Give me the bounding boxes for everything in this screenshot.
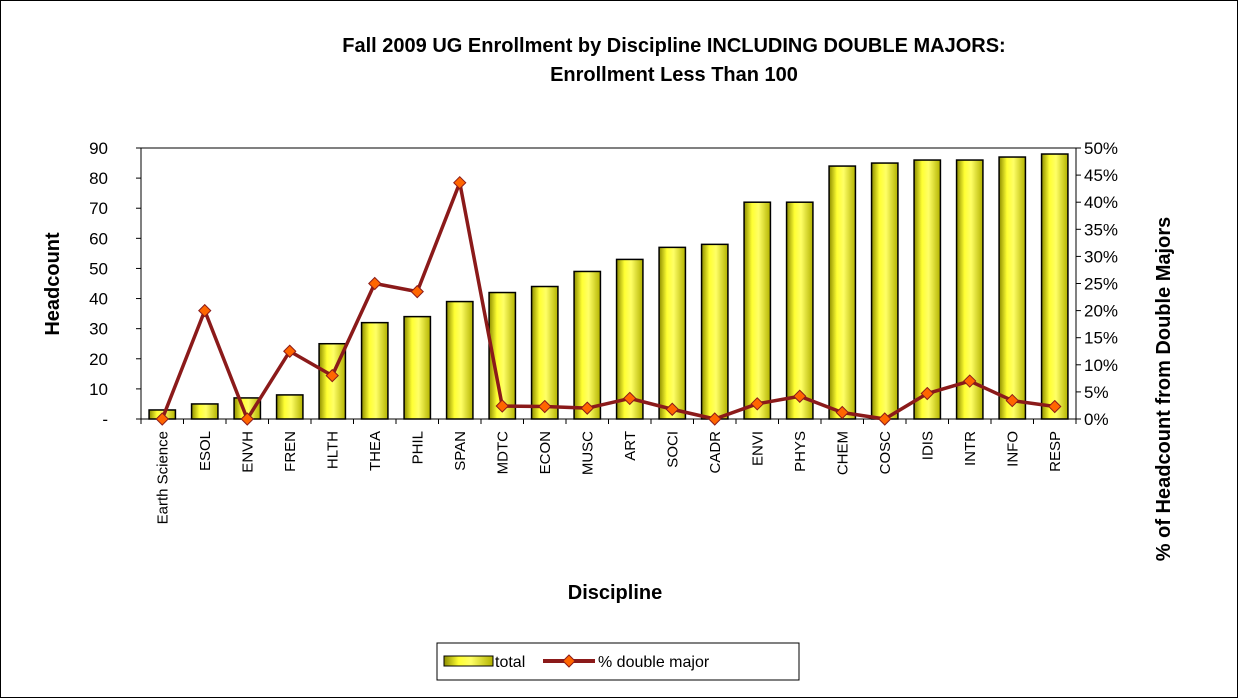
bar-total [275, 394, 304, 420]
y-axis-tick-label: 20 [89, 350, 108, 369]
x-axis-category-label: PHIL [409, 431, 426, 464]
legend-box [436, 642, 800, 681]
x-axis-category-label: COSC [877, 431, 894, 475]
y2-axis-tick-label: 25% [1084, 275, 1118, 294]
plot-area: - 10 20 30 40 50 60 70 80 90 0% 5% 10% 15% 20% 25% 30% 35… [89, 139, 1118, 524]
x-axis-title: Discipline [568, 582, 662, 604]
x-axis-category-label: CHEM [834, 431, 851, 475]
point-double-major [495, 399, 509, 413]
y-axis-tick-label: 30 [89, 320, 108, 339]
point-double-major [283, 344, 297, 358]
y2-axis-tick-label: 0% [1084, 410, 1109, 429]
point-double-major [708, 412, 722, 426]
point-double-major [580, 401, 594, 415]
point-double-major [410, 284, 424, 299]
point-double-major [963, 374, 977, 388]
chart-title-line1: Fall 2009 UG Enrollment by Discipline IN… [342, 35, 1005, 57]
bar-total [870, 162, 899, 420]
bar-total [530, 285, 559, 420]
legend: total % double major [436, 642, 800, 681]
y-axis-tick-label: 70 [89, 199, 108, 218]
x-axis-category-label: INFO [1004, 431, 1021, 467]
y2-axis-tick-label: 10% [1084, 356, 1118, 375]
x-axis-category-label: PHYS [792, 431, 809, 472]
bar-total [360, 321, 389, 420]
x-axis-category-label: ECON [537, 431, 554, 474]
legend-label-total: total [495, 654, 525, 671]
point-double-major [665, 402, 679, 416]
y2-axis-tick-label: 40% [1084, 193, 1118, 212]
y2-axis-title: % of Headcount from Double Majors [1153, 217, 1175, 561]
point-double-major [623, 391, 637, 406]
point-double-major [750, 397, 764, 411]
x-axis-category-label: INTR [962, 431, 979, 466]
point-double-major [155, 412, 169, 426]
bar-total [785, 201, 814, 420]
x-axis-category-label: THEA [367, 431, 384, 471]
bar-total [573, 270, 602, 420]
x-axis-category-label: FREN [282, 431, 299, 472]
x-axis-category-label: ENVI [749, 431, 766, 466]
point-double-major [1005, 393, 1019, 408]
bar-total [913, 159, 942, 420]
y-axis-tick-label: 40 [89, 290, 108, 309]
point-double-major [835, 405, 849, 420]
bar-total [743, 201, 772, 420]
x-axis-category-label: IDIS [919, 431, 936, 460]
x-axis-category-label: SPAN [452, 431, 469, 471]
y2-axis-tick-label: 30% [1084, 247, 1118, 266]
y2-axis-tick-label: 45% [1084, 166, 1118, 185]
point-double-major [920, 386, 934, 401]
point-double-major [453, 175, 467, 190]
y2-axis-tick-label: 35% [1084, 220, 1118, 239]
x-axis-category-label: SOCI [664, 431, 681, 468]
point-double-major [878, 412, 892, 426]
line-double-major [160, 180, 1055, 421]
y2-axis-tick-label: 50% [1084, 139, 1118, 158]
y-axis-tick-label: 80 [89, 169, 108, 188]
y-axis-tick-label: - [102, 410, 108, 429]
x-axis-category-label: MDTC [494, 431, 511, 474]
point-double-major [198, 303, 212, 318]
chart-title-line2: Enrollment Less Than 100 [550, 64, 798, 86]
y2-axis-tick-label: 15% [1084, 329, 1118, 348]
point-double-major [1048, 399, 1062, 414]
legend-marker-double-major [562, 654, 576, 668]
x-axis-category-label: Earth Science [154, 431, 171, 524]
point-double-major [368, 276, 382, 291]
bar-total [190, 403, 219, 420]
legend-label-double-major: % double major [598, 654, 710, 671]
y-axis-title: Headcount [42, 232, 64, 336]
bar-total [445, 300, 474, 420]
point-double-major [793, 389, 807, 403]
y-axis-tick-label: 10 [89, 380, 108, 399]
y-axis-tick-label: 60 [89, 229, 108, 248]
y-axis-tick-label: 50 [89, 259, 108, 278]
legend-swatch-total [443, 655, 494, 667]
y-axis-tick-label: 90 [89, 139, 108, 158]
y2-axis-tick-label: 5% [1084, 383, 1109, 402]
point-double-major [538, 399, 552, 414]
point-double-major [325, 368, 339, 383]
bar-total [700, 243, 729, 420]
bar-total [998, 156, 1027, 420]
x-axis-category-label: CADR [707, 431, 724, 474]
x-axis-category-label: ENVH [239, 431, 256, 473]
point-double-major [240, 412, 254, 426]
x-axis-category-label: RESP [1047, 431, 1064, 472]
bar-total [1040, 153, 1069, 420]
bar-total [658, 246, 687, 420]
x-axis-category-label: ART [622, 431, 639, 461]
x-axis-category-label: ESOL [197, 431, 214, 471]
x-axis-category-label: MUSC [579, 431, 596, 475]
y2-axis-tick-label: 20% [1084, 302, 1118, 321]
x-axis-category-label: HLTH [324, 431, 341, 469]
bar-total [403, 315, 432, 420]
bar-total [828, 165, 857, 420]
